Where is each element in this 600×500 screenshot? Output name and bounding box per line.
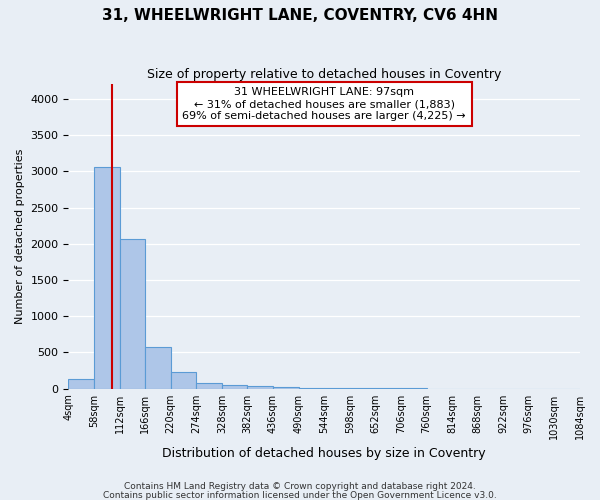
Bar <box>222 385 247 388</box>
Bar <box>68 379 94 388</box>
Bar <box>247 386 273 388</box>
Bar <box>145 348 171 389</box>
Y-axis label: Number of detached properties: Number of detached properties <box>15 149 25 324</box>
Text: Contains HM Land Registry data © Crown copyright and database right 2024.: Contains HM Land Registry data © Crown c… <box>124 482 476 491</box>
Bar <box>119 240 145 388</box>
Text: 31, WHEELWRIGHT LANE, COVENTRY, CV6 4HN: 31, WHEELWRIGHT LANE, COVENTRY, CV6 4HN <box>102 8 498 22</box>
Text: 31 WHEELWRIGHT LANE: 97sqm
← 31% of detached houses are smaller (1,883)
69% of s: 31 WHEELWRIGHT LANE: 97sqm ← 31% of deta… <box>182 88 466 120</box>
Bar <box>171 372 196 388</box>
Bar <box>94 167 119 388</box>
Bar <box>196 383 222 388</box>
Title: Size of property relative to detached houses in Coventry: Size of property relative to detached ho… <box>147 68 502 80</box>
X-axis label: Distribution of detached houses by size in Coventry: Distribution of detached houses by size … <box>163 447 486 460</box>
Text: Contains public sector information licensed under the Open Government Licence v3: Contains public sector information licen… <box>103 490 497 500</box>
